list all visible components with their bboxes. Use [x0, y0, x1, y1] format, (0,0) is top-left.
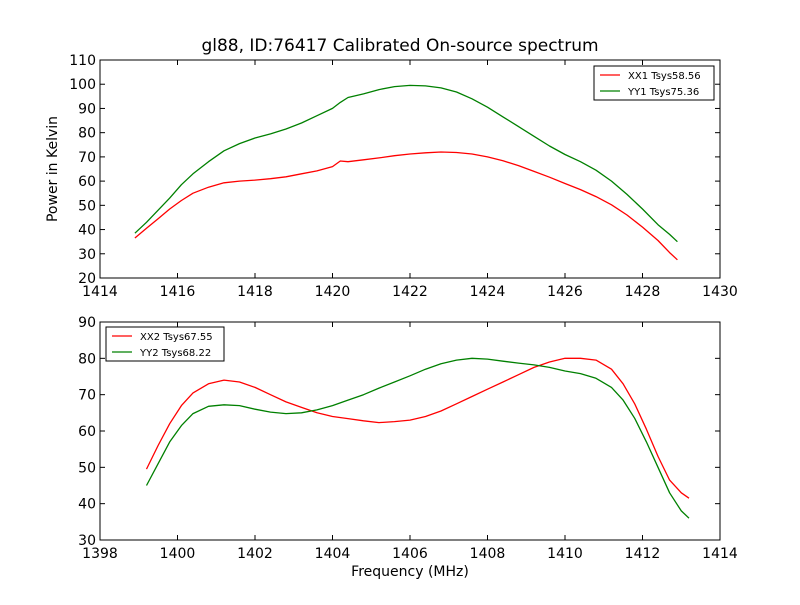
x-tick-label: 1404 — [315, 546, 351, 562]
legend-box — [105, 326, 225, 362]
top-y-axis-label: Power in Kelvin — [45, 116, 61, 222]
y-tick-label: 20 — [78, 271, 96, 287]
x-tick-label: 1406 — [392, 546, 428, 562]
top-axes: 1414 1416 1418 1420 1422 1424 1426 1428 1430 20 30… — [45, 53, 738, 300]
y-tick-label: 110 — [69, 53, 96, 69]
x-tick-label: 1412 — [625, 546, 661, 562]
x-tick-label: 1414 — [702, 546, 738, 562]
bottom-x-axis-label: Frequency (MHz) — [351, 564, 469, 580]
bottom-plot-lines — [145, 357, 690, 519]
y-tick-label: 90 — [78, 315, 96, 331]
y-tick-label: 70 — [78, 388, 96, 404]
x-tick-label: 1430 — [702, 284, 738, 300]
top-plot-lines — [134, 84, 678, 261]
series-line-xx2 — [145, 357, 690, 499]
x-tick-label: 1400 — [160, 546, 196, 562]
x-tick-label: 1426 — [547, 284, 583, 300]
y-tick-label: 80 — [78, 351, 96, 367]
x-tick-label: 1416 — [160, 284, 196, 300]
top-legend: XX1 Tsys58.56 YY1 Tsys75.36 — [593, 65, 715, 101]
y-tick-label: 50 — [78, 460, 96, 476]
y-tick-label: 40 — [78, 497, 96, 513]
y-tick-label: 60 — [78, 174, 96, 190]
bottom-legend: XX2 Tsys67.55 YY2 Tsys68.22 — [105, 326, 225, 362]
legend-label: YY1 Tsys75.36 — [627, 87, 699, 98]
series-line-yy1 — [134, 84, 678, 243]
legend-label: YY2 Tsys68.22 — [139, 348, 211, 359]
figure-title: gl88, ID:76417 Calibrated On-source spec… — [201, 36, 599, 56]
y-tick-label: 60 — [78, 424, 96, 440]
y-tick-label: 30 — [78, 247, 96, 263]
x-tick-label: 1418 — [237, 284, 273, 300]
series-line-yy2 — [145, 357, 690, 519]
x-tick-label: 1402 — [237, 546, 273, 562]
series-line-xx1 — [134, 151, 678, 261]
x-tick-label: 1408 — [470, 546, 506, 562]
y-tick-label: 90 — [78, 101, 96, 117]
y-tick-label: 80 — [78, 126, 96, 142]
x-tick-label: 1424 — [470, 284, 506, 300]
y-tick-label: 30 — [78, 533, 96, 549]
y-tick-label: 70 — [78, 150, 96, 166]
y-tick-label: 40 — [78, 223, 96, 239]
x-tick-label: 1422 — [392, 284, 428, 300]
y-tick-label: 100 — [69, 77, 96, 93]
bottom-axis-ticks: 1398 1400 1402 1404 1406 1408 1410 1412 1414 30 40… — [78, 315, 738, 562]
y-tick-label: 50 — [78, 198, 96, 214]
bottom-axes: 1398 1400 1402 1404 1406 1408 1410 1412 1414 30 40… — [78, 315, 738, 580]
x-tick-label: 1414 — [82, 284, 118, 300]
x-tick-label: 1420 — [315, 284, 351, 300]
top-axis-ticks: 1414 1416 1418 1420 1422 1424 1426 1428 1430 20 30… — [69, 53, 738, 300]
legend-label: XX2 Tsys67.55 — [140, 332, 213, 343]
x-tick-label: 1428 — [625, 284, 661, 300]
x-tick-label: 1398 — [82, 546, 118, 562]
legend-label: XX1 Tsys58.56 — [628, 71, 701, 82]
legend-box — [593, 65, 715, 101]
x-tick-label: 1410 — [547, 546, 583, 562]
